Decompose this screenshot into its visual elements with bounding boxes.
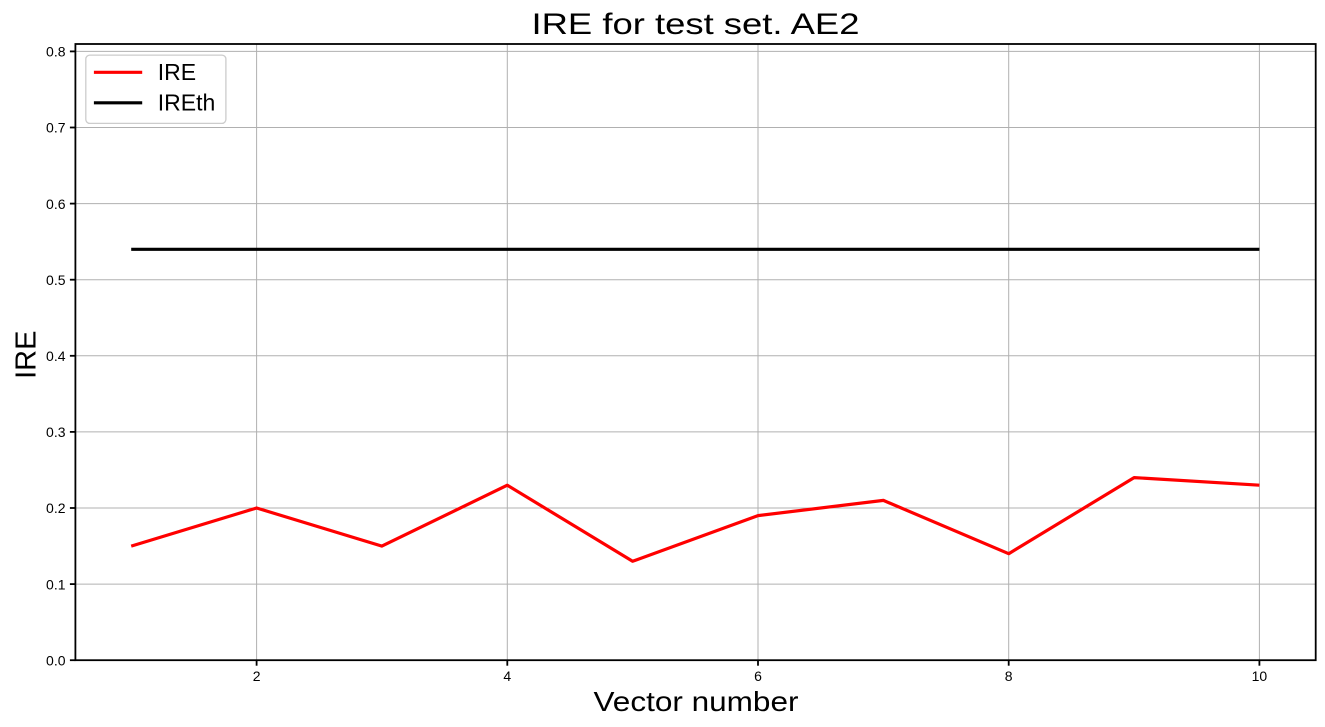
svg-text:0.3: 0.3 xyxy=(46,424,66,440)
svg-text:0.7: 0.7 xyxy=(46,120,66,136)
svg-text:0.1: 0.1 xyxy=(46,576,66,592)
svg-text:10: 10 xyxy=(1252,668,1268,684)
svg-text:8: 8 xyxy=(1005,668,1013,684)
svg-text:0.2: 0.2 xyxy=(46,500,66,516)
svg-text:2: 2 xyxy=(253,668,261,684)
svg-text:0.4: 0.4 xyxy=(46,348,66,364)
svg-text:0.5: 0.5 xyxy=(46,272,66,288)
svg-text:6: 6 xyxy=(754,668,762,684)
svg-text:Vector number: Vector number xyxy=(594,686,799,717)
svg-text:IREth: IREth xyxy=(158,90,216,116)
svg-text:0.8: 0.8 xyxy=(46,44,66,60)
svg-text:4: 4 xyxy=(503,668,511,684)
svg-text:IRE for test set. AE2: IRE for test set. AE2 xyxy=(532,8,860,41)
svg-text:0.0: 0.0 xyxy=(46,652,66,668)
svg-text:IRE: IRE xyxy=(11,331,43,379)
svg-text:0.6: 0.6 xyxy=(46,196,66,212)
svg-text:IRE: IRE xyxy=(158,59,196,85)
